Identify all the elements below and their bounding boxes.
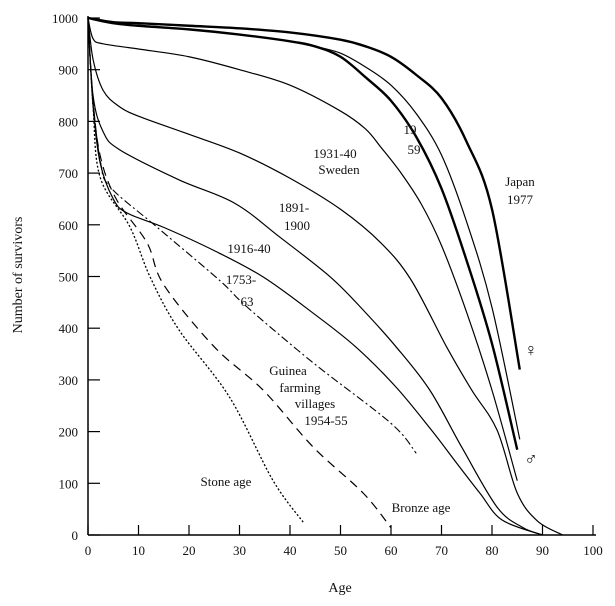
label-stone-age: Stone age [201, 474, 252, 489]
series-line-japan-1959 [315, 45, 521, 440]
label-1959-b: 59 [408, 142, 421, 157]
label-1753: 1753- [226, 272, 256, 287]
y-tick-label: 900 [59, 63, 79, 78]
y-tick-label: 0 [72, 528, 79, 543]
x-tick-label: 100 [583, 543, 603, 558]
y-tick-label: 200 [59, 425, 79, 440]
series-line-1916-40 [87, 17, 543, 536]
series-line-1891-1900 [87, 17, 563, 536]
x-tick-label: 0 [85, 543, 92, 558]
label-japan-year: 1977 [507, 192, 534, 207]
label-1891: 1891- [279, 200, 309, 215]
ticks: 0 10 20 30 40 50 60 70 80 90 100010020030040050060… [52, 11, 603, 558]
x-axis-title: Age [328, 581, 351, 596]
x-tick-label: 30 [233, 543, 246, 558]
x-tick-label: 10 [132, 543, 145, 558]
series-line-guinea-farming-villages-1954-55 [87, 17, 417, 454]
y-tick-label: 400 [59, 321, 79, 336]
label-guinea-4: 1954-55 [304, 413, 347, 428]
series-line-sweden-1931-40 [87, 17, 518, 481]
female-symbol: ♀ [524, 340, 538, 360]
y-tick-label: 600 [59, 218, 79, 233]
y-tick-label: 1000 [52, 11, 78, 26]
y-tick-label: 300 [59, 373, 79, 388]
label-guinea-2: farming [279, 380, 321, 395]
y-tick-label: 100 [59, 476, 79, 491]
x-tick-label: 60 [385, 543, 398, 558]
label-guinea-1: Guinea [269, 363, 307, 378]
label-guinea-3: villages [295, 396, 335, 411]
series-line-stone-age [87, 17, 304, 523]
x-tick-label: 50 [334, 543, 347, 558]
label-1916-40: 1916-40 [227, 241, 270, 256]
label-bronze-age: Bronze age [392, 500, 451, 515]
x-tick-label: 20 [183, 543, 196, 558]
axes [87, 16, 596, 536]
label-sweden-years: 1931-40 [313, 146, 356, 161]
label-japan: Japan [505, 174, 535, 189]
series-line-japan-1977-female [87, 16, 521, 370]
y-tick-label: 500 [59, 270, 79, 285]
series-line-japan-1977-male [87, 16, 519, 450]
label-sweden: Sweden [318, 162, 360, 177]
x-tick-label: 70 [435, 543, 448, 558]
x-tick-label: 80 [486, 543, 499, 558]
x-tick-label: 90 [536, 543, 549, 558]
series-lines [87, 16, 563, 536]
x-tick-label: 40 [284, 543, 297, 558]
label-1959-a: 19 [404, 122, 417, 137]
y-tick-label: 700 [59, 166, 79, 181]
annotations: Japan 1977 19 59 1931-40 Sweden 1891- 19… [201, 122, 538, 515]
series-line-1753-63 [87, 17, 543, 536]
label-1900: 1900 [284, 218, 310, 233]
y-tick-label: 800 [59, 114, 79, 129]
label-63: 63 [241, 294, 254, 309]
y-axis-title: Number of survivors [11, 217, 26, 334]
male-symbol: ♂ [524, 449, 538, 469]
